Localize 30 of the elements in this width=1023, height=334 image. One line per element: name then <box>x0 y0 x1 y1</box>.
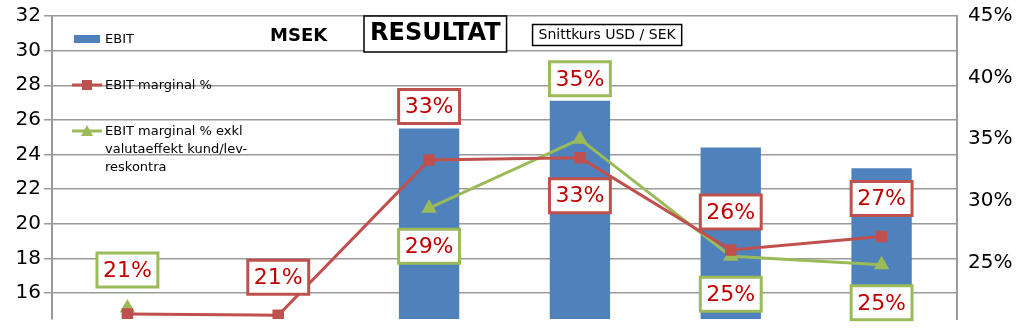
legend-label: EBIT marginal % exkl valutaeffekt kund/lev-reskontra <box>105 122 249 176</box>
data-label: 25% <box>857 289 907 315</box>
chart-title: RESULTAT <box>370 18 502 47</box>
y-tick-label: 16 <box>15 279 41 304</box>
data-label: 27% <box>857 185 907 211</box>
y2-tick-label: 45% <box>968 2 1013 27</box>
y-tick-label: 24 <box>15 140 41 165</box>
data-label: 26% <box>706 198 756 224</box>
y-axis-title: MSEK <box>270 23 329 45</box>
y2-tick-label: 35% <box>968 125 1013 150</box>
legend-label: EBIT <box>105 30 134 48</box>
data-label: 33% <box>404 93 454 119</box>
data-label: 33% <box>555 182 605 208</box>
y-tick-label: 18 <box>15 244 41 269</box>
legend-label: EBIT marginal % <box>105 76 212 94</box>
y-tick-label: 28 <box>15 71 41 96</box>
y2-tick-label: 30% <box>968 186 1013 211</box>
y-tick-label: 20 <box>15 209 41 234</box>
data-label: 25% <box>706 280 756 306</box>
data-label: 35% <box>555 65 605 91</box>
y2-tick-label: 25% <box>968 248 1013 273</box>
y-tick-label: 22 <box>15 175 41 200</box>
data-label: 21% <box>102 256 152 282</box>
y-tick-label: 30 <box>15 36 41 61</box>
data-label: 21% <box>253 264 303 290</box>
y2-tick-label: 40% <box>968 63 1013 88</box>
annotation: Snittkurs USD / SEK <box>538 25 677 42</box>
y-tick-label: 32 <box>15 2 41 27</box>
data-label: 29% <box>404 232 454 258</box>
y-tick-label: 26 <box>15 106 41 131</box>
